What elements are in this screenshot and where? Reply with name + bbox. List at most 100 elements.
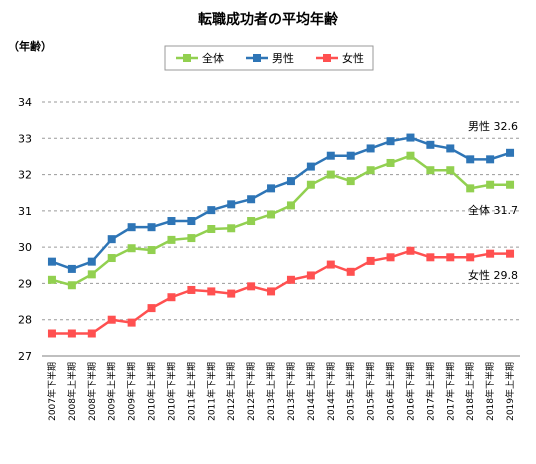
data-point [346,267,355,276]
data-point [87,270,96,279]
data-point [386,158,395,167]
data-point [167,235,176,244]
legend-marker [323,54,331,62]
data-point [406,151,415,160]
x-tick-label: 2018年下半期 [484,362,496,421]
data-point [306,162,315,171]
data-point [187,234,196,243]
data-point [147,304,156,313]
data-point [306,180,315,189]
gridlines [42,101,520,357]
data-point [346,151,355,160]
series-line [51,136,511,271]
x-tick-label: 2018年上半期 [464,362,476,421]
data-point [326,170,335,179]
data-point [286,177,295,186]
legend-marker [183,54,191,62]
data-point [506,148,515,157]
x-tick-label: 2009年下半期 [126,362,138,421]
data-point [386,253,395,262]
data-point [187,217,196,226]
data-point [426,166,435,175]
y-tick-label: 30 [18,241,32,254]
data-point [466,253,475,262]
data-point [187,285,196,294]
data-point [47,329,56,338]
data-point [286,201,295,210]
data-point [107,315,116,324]
data-point [247,195,256,204]
data-point [446,253,455,262]
data-point [506,180,515,189]
data-point [207,225,216,233]
x-tick-label: 2007年下半期 [46,362,58,421]
series-end-label: 女性 29.8 [468,268,518,282]
y-tick-label: 32 [18,169,32,182]
data-point [127,244,136,253]
y-axis-unit-label: （年齢） [8,39,52,53]
x-axis-ticks: 2007年下半期 2008年上半期 2008年下半期 2009年上半期 2009年下半期… [46,362,516,421]
end-labels: 全体 31.7 男性 32.6 女性 29.8 [468,119,518,282]
data-point [227,200,236,209]
data-point [127,223,136,232]
legend-label: 男性 [272,51,294,65]
x-tick-label: 2010年下半期 [165,362,177,421]
y-tick-label: 34 [18,96,32,109]
legend: 全体 男性 女性 [164,45,374,71]
data-point [227,224,236,233]
series-group [47,133,515,338]
data-point [267,287,276,296]
data-point [247,282,256,291]
series-end-label: 男性 32.6 [468,119,518,133]
x-tick-label: 2012年上半期 [225,362,237,421]
data-point [47,257,56,266]
data-point [67,281,76,290]
data-point [426,253,435,262]
data-point [127,318,136,327]
data-point [426,140,435,149]
y-tick-label: 28 [18,314,32,327]
y-axis-ticks: 27 28 29 30 31 32 33 34 [18,96,32,363]
data-point [406,246,415,255]
data-point [366,166,375,175]
data-point [107,254,116,263]
data-point [326,260,335,269]
y-tick-label: 27 [18,350,32,363]
x-tick-label: 2014年上半期 [305,362,317,421]
data-point [326,151,335,160]
x-tick-label: 2016年下半期 [404,362,416,421]
x-tick-label: 2010年上半期 [146,362,158,421]
x-tick-label: 2009年上半期 [106,362,118,421]
data-point [207,206,216,215]
data-point [486,180,495,189]
x-tick-label: 2015年下半期 [365,362,377,421]
data-point [147,246,156,255]
data-point [87,329,96,338]
data-point [147,223,156,232]
data-point [167,293,176,302]
data-point [406,133,415,142]
x-tick-label: 2013年下半期 [285,362,297,421]
x-tick-label: 2017年上半期 [424,362,436,421]
x-tick-label: 2016年上半期 [385,362,397,421]
data-point [107,235,116,244]
data-point [306,271,315,280]
data-point [346,177,355,186]
x-tick-label: 2011年下半期 [205,362,217,421]
data-point [466,155,475,164]
data-point [247,217,256,226]
x-tick-label: 2015年上半期 [345,362,357,421]
data-point [366,144,375,153]
data-point [446,166,455,175]
chart-title: 転職成功者の平均年齢 [198,11,339,28]
data-point [386,137,395,146]
x-tick-label: 2013年上半期 [265,362,277,421]
data-point [87,257,96,266]
data-point [506,249,515,258]
data-point [67,329,76,338]
series-end-label: 全体 31.7 [468,203,518,217]
data-point [207,287,216,296]
series-line [51,154,511,287]
data-point [47,275,56,284]
data-point [486,155,495,164]
